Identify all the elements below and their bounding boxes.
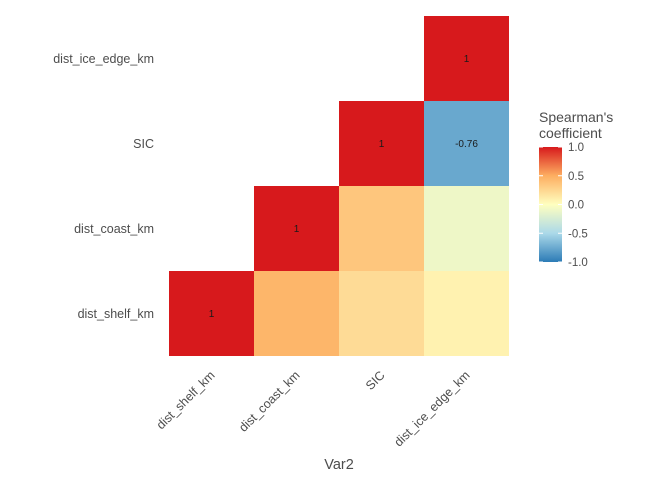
y-tick-label: dist_shelf_km [78,307,154,321]
heatmap-cell-dist_shelf_km-dist_ice_edge_km [424,271,509,356]
x-axis-title: Var2 [324,457,354,473]
heatmap-cells [169,16,509,356]
cell-value-label: 1 [294,224,300,235]
heatmap-cell-labels: 1 1 1 -0.76 1 [209,54,479,320]
legend-title-line-2: coefficient [539,125,602,141]
legend-ticks: 1.0 0.5 0.0 -0.5 -1.0 [539,142,588,269]
heatmap-cell-dist_ice_edge_km-dist_ice_edge_km [424,16,509,101]
heatmap-cell-dist_coast_km-SIC [339,186,424,271]
heatmap-cell-dist_shelf_km-SIC [339,271,424,356]
legend-tick-label: 0.0 [568,200,584,212]
heatmap-cell-dist_shelf_km-dist_shelf_km [169,271,254,356]
y-axis-tick-labels: dist_ice_edge_km SIC dist_coast_km dist_she… [53,52,154,321]
x-tick-label: dist_ice_edge_km [391,368,472,449]
legend-colorbar [539,147,562,262]
legend: Spearman's coefficient 1.0 0.5 0.0 -0.5 -1.0 [539,109,613,269]
legend-tick-label: 0.5 [568,171,584,183]
x-tick-label: dist_coast_km [236,368,302,434]
heatmap-cell-dist_coast_km-dist_coast_km [254,186,339,271]
cell-value-label: -0.76 [455,139,478,150]
heatmap-cell-SIC-SIC [339,101,424,186]
heatmap-cell-SIC-dist_ice_edge_km [424,101,509,186]
x-tick-label: SIC [363,368,388,393]
y-tick-label: dist_ice_edge_km [53,52,154,66]
cell-value-label: 1 [464,54,470,65]
cell-value-label: 1 [379,139,385,150]
legend-tick-label: -1.0 [568,257,588,269]
x-axis-tick-labels: dist_shelf_km dist_coast_km SIC dist_ice_ed… [154,368,473,449]
heatmap-cell-dist_coast_km-dist_ice_edge_km [424,186,509,271]
cell-value-label: 1 [209,309,215,320]
legend-title-line-1: Spearman's [539,109,613,125]
heatmap-cell-dist_shelf_km-dist_coast_km [254,271,339,356]
legend-tick-label: -0.5 [568,228,588,240]
y-tick-label: SIC [133,137,154,151]
legend-tick-label: 1.0 [568,142,584,154]
y-tick-label: dist_coast_km [74,222,154,236]
x-tick-label: dist_shelf_km [154,368,218,432]
